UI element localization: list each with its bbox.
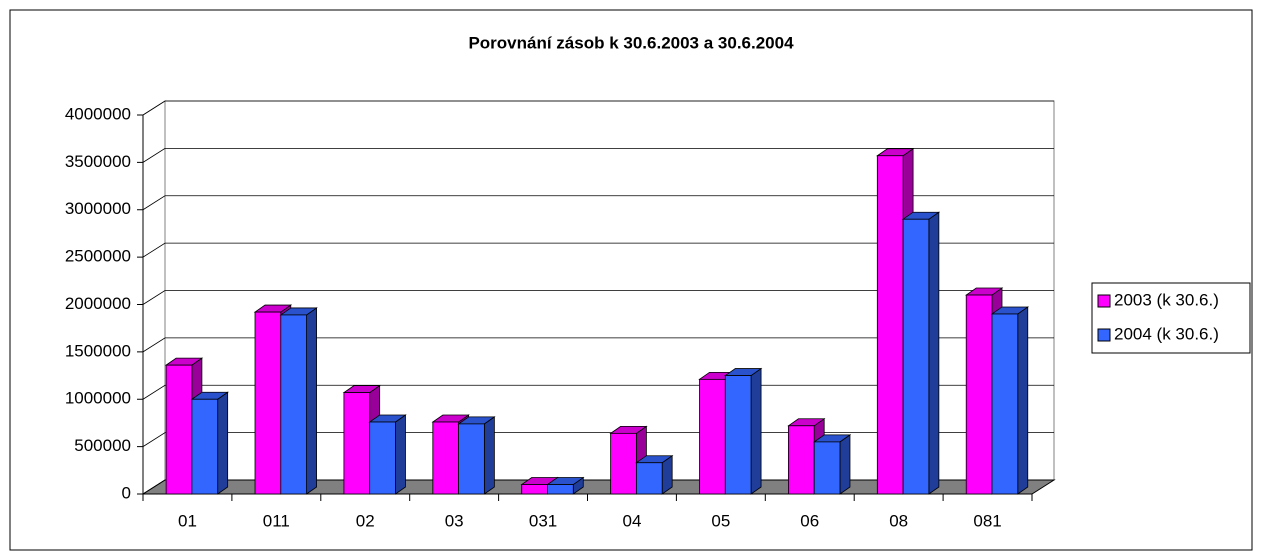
x-tick-label: 02: [356, 511, 375, 530]
bar-side: [306, 307, 317, 495]
legend-swatch: [1097, 294, 1111, 308]
y-tick-label: 500000: [74, 436, 131, 455]
bar: [280, 314, 307, 495]
y-tick-label: 2500000: [65, 247, 131, 266]
y-tick-label: 4000000: [65, 104, 131, 123]
y-tick-label: 0: [122, 483, 131, 502]
bar-side: [839, 434, 851, 495]
bar-side: [928, 211, 940, 495]
y-tick-label: 1500000: [65, 341, 131, 360]
bar: [724, 375, 752, 495]
bar: [191, 398, 219, 495]
bar: [432, 421, 459, 495]
x-tick-label: 081: [973, 511, 1001, 530]
legend-swatch: [1097, 328, 1111, 342]
y-tick-label: 2000000: [65, 294, 131, 313]
bar: [813, 441, 841, 495]
x-tick-label: 011: [263, 511, 290, 530]
bar: [788, 425, 815, 495]
bar: [876, 155, 904, 495]
bar: [165, 364, 193, 495]
bar: [458, 423, 485, 495]
bar: [610, 432, 637, 495]
bar: [521, 484, 548, 495]
x-tick-label: 06: [800, 511, 819, 530]
bar-side: [395, 414, 406, 495]
x-tick-label: 01: [178, 511, 197, 530]
legend-box: [1091, 282, 1251, 354]
bar: [965, 294, 993, 495]
grid-line: [142, 195, 1054, 211]
grid-line: [142, 242, 1054, 258]
y-tick-label: 3500000: [65, 152, 131, 171]
bar: [254, 311, 282, 495]
y-tick-label: 1000000: [65, 389, 131, 408]
bar: [635, 462, 663, 495]
x-tick-label: 08: [889, 511, 908, 530]
legend-label: 2004 (k 30.6.): [1114, 324, 1219, 343]
bar: [547, 484, 574, 495]
grid-line: [142, 290, 1054, 305]
legend-label: 2003 (k 30.6.): [1114, 290, 1219, 309]
chart-title: Porovnání zásob k 30.6.2003 a 30.6.2004: [468, 33, 794, 52]
grid-line: [142, 100, 1054, 116]
grid-line: [142, 337, 1054, 353]
x-tick-label: 04: [622, 511, 641, 530]
bar: [343, 392, 371, 495]
bar-side: [750, 367, 762, 495]
bar-side: [217, 391, 229, 495]
x-tick-label: 03: [445, 511, 464, 530]
bar-side: [483, 416, 495, 495]
x-tick-label: 05: [711, 511, 730, 530]
bar: [699, 378, 726, 495]
bar-side: [1017, 306, 1029, 495]
bar: [991, 313, 1019, 495]
x-tick-label: 031: [529, 511, 557, 530]
bar: [902, 218, 930, 495]
grid-line: [142, 147, 1054, 163]
bar: [369, 421, 396, 495]
y-tick-label: 3000000: [65, 199, 131, 218]
